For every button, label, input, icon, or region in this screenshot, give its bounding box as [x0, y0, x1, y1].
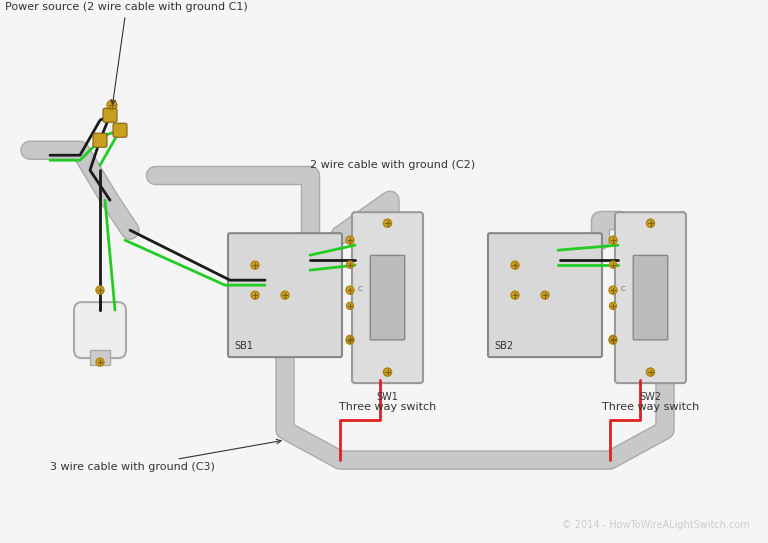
- Circle shape: [647, 368, 654, 376]
- Circle shape: [346, 286, 354, 294]
- Circle shape: [541, 291, 549, 299]
- Circle shape: [346, 236, 354, 244]
- FancyBboxPatch shape: [615, 212, 686, 383]
- Text: 2 wire cable with ground (C2): 2 wire cable with ground (C2): [310, 160, 475, 170]
- Circle shape: [346, 336, 353, 342]
- FancyBboxPatch shape: [352, 212, 423, 383]
- Circle shape: [346, 302, 353, 310]
- Circle shape: [383, 368, 392, 376]
- Circle shape: [609, 336, 617, 344]
- Circle shape: [610, 261, 617, 268]
- Circle shape: [346, 336, 354, 344]
- Text: © 2014 - HowToWireALightSwitch.com: © 2014 - HowToWireALightSwitch.com: [562, 520, 750, 530]
- Circle shape: [251, 261, 259, 269]
- Circle shape: [609, 236, 617, 244]
- FancyBboxPatch shape: [634, 255, 667, 340]
- Text: C: C: [621, 286, 626, 292]
- Text: Power source (2 wire cable with ground C1): Power source (2 wire cable with ground C…: [5, 2, 248, 104]
- FancyBboxPatch shape: [488, 233, 602, 357]
- Circle shape: [383, 219, 392, 227]
- Text: Three way switch: Three way switch: [339, 402, 436, 412]
- Bar: [90, 350, 110, 365]
- FancyBboxPatch shape: [228, 233, 342, 357]
- Text: Three way switch: Three way switch: [602, 402, 699, 412]
- Text: SW2: SW2: [640, 392, 661, 402]
- Text: C: C: [358, 286, 362, 292]
- Circle shape: [383, 219, 392, 227]
- Circle shape: [610, 336, 617, 342]
- Circle shape: [251, 291, 259, 299]
- Circle shape: [383, 368, 392, 376]
- Circle shape: [107, 100, 117, 110]
- Circle shape: [647, 219, 654, 227]
- Circle shape: [511, 291, 519, 299]
- Circle shape: [647, 368, 654, 376]
- Circle shape: [346, 261, 353, 268]
- Text: SB2: SB2: [494, 341, 513, 351]
- FancyBboxPatch shape: [113, 123, 127, 137]
- Circle shape: [96, 358, 104, 366]
- FancyBboxPatch shape: [74, 302, 126, 358]
- FancyBboxPatch shape: [370, 255, 405, 340]
- Circle shape: [281, 291, 289, 299]
- Circle shape: [96, 286, 104, 294]
- Text: SW1: SW1: [376, 392, 399, 402]
- Text: SB1: SB1: [234, 341, 253, 351]
- Text: 3 wire cable with ground (C3): 3 wire cable with ground (C3): [50, 439, 281, 472]
- FancyBboxPatch shape: [93, 133, 107, 147]
- FancyBboxPatch shape: [103, 108, 117, 122]
- Circle shape: [647, 219, 654, 227]
- Circle shape: [511, 261, 519, 269]
- Circle shape: [610, 302, 617, 310]
- Circle shape: [609, 286, 617, 294]
